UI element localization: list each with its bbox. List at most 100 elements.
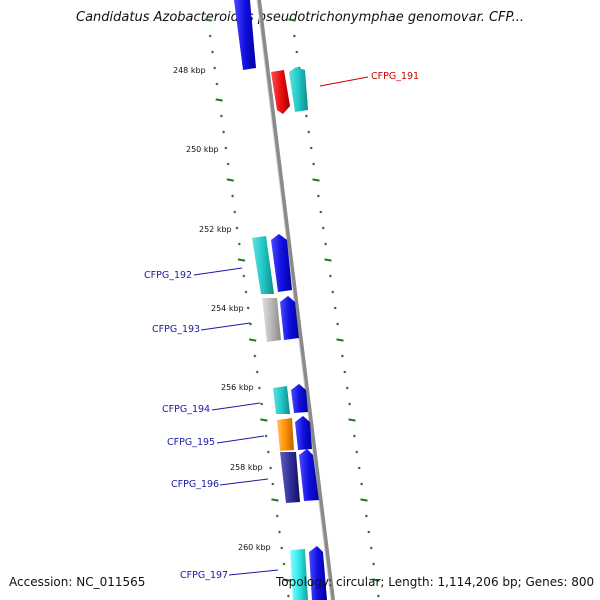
inner-tick: [280, 546, 284, 550]
inner-tick: [257, 386, 261, 390]
inner-tick: [282, 578, 290, 582]
inner-tick: [255, 370, 259, 374]
leader-cfpg-197: [228, 569, 279, 576]
inner-tick: [237, 258, 246, 262]
feature-cfpg-194-cyan[interactable]: [273, 386, 290, 414]
feature-cfpg-193-blue[interactable]: [280, 296, 299, 340]
inner-tick: [213, 66, 217, 70]
outer-tick: [352, 434, 356, 438]
kbp-label-258: 258 kbp: [230, 463, 263, 472]
outer-tick: [336, 322, 340, 326]
outer-tick: [360, 482, 364, 486]
feature-cfpg-197-blue[interactable]: [309, 546, 327, 600]
gene-label-cfpg-197[interactable]: CFPG_197: [180, 570, 228, 581]
inner-tick: [215, 98, 223, 102]
gene-label-cfpg-195[interactable]: CFPG_195: [167, 437, 215, 448]
outer-tick: [336, 338, 344, 342]
feature-cfpg-195-blue[interactable]: [295, 416, 312, 450]
inner-tick: [246, 306, 250, 310]
feature-cfpg-192-blue[interactable]: [271, 234, 292, 292]
inner-tick: [231, 194, 235, 198]
outer-tick: [372, 578, 380, 582]
feature-cfpg-192-cyan[interactable]: [252, 236, 274, 294]
outer-tick: [331, 290, 335, 294]
outer-tick: [307, 130, 311, 134]
inner-tick: [253, 354, 257, 358]
inner-tick: [219, 114, 223, 118]
inner-tick-track: [204, 18, 290, 598]
outer-tick: [340, 354, 344, 358]
leader-cfpg-195: [216, 435, 265, 444]
inner-tick: [222, 130, 226, 134]
inner-tick: [226, 178, 234, 182]
inner-tick: [286, 594, 290, 598]
gene-label-cfpg-193[interactable]: CFPG_193: [152, 324, 200, 335]
gene-label-cfpg-196[interactable]: CFPG_196: [171, 479, 219, 490]
outer-tick: [324, 242, 328, 246]
inner-tick: [271, 482, 275, 486]
gene-leaders: [193, 76, 369, 576]
leader-cfpg-193: [200, 322, 251, 331]
leader-cfpg-196: [219, 478, 269, 486]
inner-tick: [269, 466, 273, 470]
outer-tick: [369, 546, 373, 550]
genome-backbone: [257, 0, 335, 600]
inner-tick: [235, 226, 239, 230]
inner-tick: [210, 50, 215, 54]
leader-cfpg-194: [211, 402, 261, 411]
outer-tick: [316, 194, 320, 198]
gene-labels: CFPG_191 CFPG_192 CFPG_193 CFPG_194 CFPG…: [144, 71, 419, 581]
outer-tick: [312, 178, 320, 182]
inner-tick: [226, 162, 230, 166]
outer-tick: [376, 594, 380, 598]
outer-tick: [328, 274, 332, 278]
kbp-label-250: 250 kbp: [186, 145, 219, 154]
outer-tick: [343, 370, 347, 374]
gene-label-cfpg-192[interactable]: CFPG_192: [144, 270, 192, 281]
inner-tick: [204, 18, 212, 22]
inner-tick: [277, 530, 282, 534]
feature-cfpg-194-blue[interactable]: [291, 384, 308, 413]
kbp-labels: 248 kbp 250 kbp 252 kbp 254 kbp 256 kbp …: [173, 66, 271, 552]
inner-tick: [260, 418, 268, 422]
feature-cfpg-193-gray[interactable]: [262, 298, 281, 342]
outer-tick: [321, 226, 325, 230]
gene-label-cfpg-194[interactable]: CFPG_194: [162, 404, 210, 415]
outer-tick: [348, 418, 356, 422]
outer-tick: [288, 18, 296, 22]
outer-tick: [345, 386, 349, 390]
kbp-label-248: 248 kbp: [173, 66, 206, 75]
outer-tick: [372, 562, 376, 566]
outer-tick: [360, 498, 368, 502]
feature-cfpg-197-lightcyan[interactable]: [290, 549, 308, 600]
feature-cfpg-191-red[interactable]: [271, 70, 290, 114]
leader-cfpg-192: [193, 267, 243, 276]
feature-cfpg-196-navy[interactable]: [280, 452, 300, 503]
feature-cfpg-196-blue[interactable]: [299, 449, 319, 501]
feature-blue-top[interactable]: [234, 0, 256, 70]
outer-tick: [304, 114, 308, 118]
inner-tick: [248, 322, 253, 326]
outer-tick: [364, 514, 368, 518]
outer-tick: [367, 530, 371, 534]
inner-tick: [260, 402, 264, 406]
inner-tick: [233, 210, 237, 214]
topology-summary-text: Topology: circular; Length: 1,114,206 bp…: [276, 575, 595, 589]
inner-tick: [249, 338, 257, 342]
map-title: Candidatus Azobacteroides pseudotrichony…: [76, 10, 524, 25]
feature-cfpg-195-orange[interactable]: [277, 418, 294, 451]
leader-cfpg-191: [319, 76, 369, 87]
outer-tick: [357, 466, 361, 470]
outer-tick: [309, 146, 313, 150]
inner-tick: [266, 450, 270, 454]
inner-tick: [224, 146, 228, 150]
kbp-label-252: 252 kbp: [199, 225, 232, 234]
inner-tick: [237, 242, 241, 246]
inner-tick: [264, 434, 268, 438]
gene-label-cfpg-191[interactable]: CFPG_191: [371, 71, 419, 82]
inner-tick: [282, 562, 286, 566]
outer-tick: [295, 50, 299, 54]
inner-tick: [215, 82, 219, 86]
feature-cfpg-191-cyan[interactable]: [289, 67, 308, 112]
accession-text: Accession: NC_011565: [9, 575, 146, 589]
